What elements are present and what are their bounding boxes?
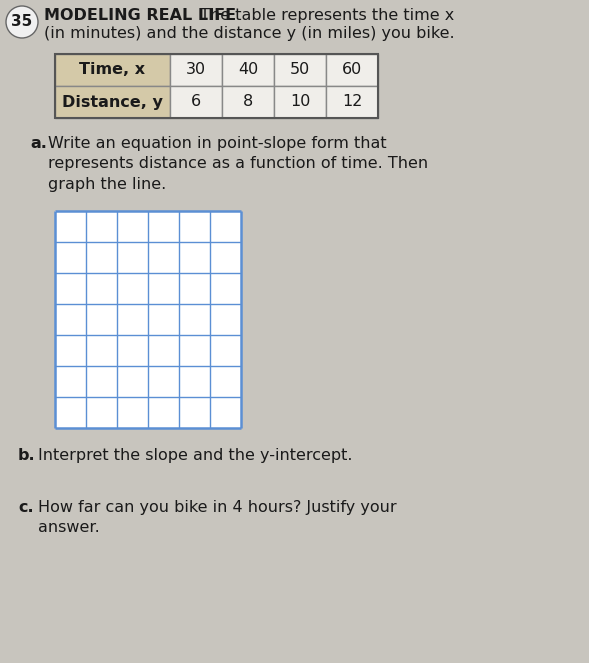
Bar: [326, 54, 378, 86]
Bar: [55, 211, 241, 428]
Circle shape: [6, 6, 38, 38]
Text: 60: 60: [342, 62, 362, 78]
Bar: [222, 54, 274, 86]
Text: 8: 8: [243, 95, 253, 109]
Bar: [274, 54, 326, 86]
Text: (in minutes) and the distance y (in miles) you bike.: (in minutes) and the distance y (in mile…: [44, 26, 455, 41]
Bar: [274, 86, 326, 118]
Text: 30: 30: [186, 62, 206, 78]
Text: 10: 10: [290, 95, 310, 109]
Text: How far can you bike in 4 hours? Justify your
answer.: How far can you bike in 4 hours? Justify…: [38, 500, 396, 536]
Text: Time, x: Time, x: [80, 62, 145, 78]
Bar: [170, 86, 222, 118]
Bar: [55, 86, 170, 118]
Text: MODELING REAL LIFE: MODELING REAL LIFE: [44, 8, 236, 23]
Text: Interpret the slope and the y-intercept.: Interpret the slope and the y-intercept.: [38, 448, 352, 463]
Bar: [55, 54, 378, 118]
Text: The table represents the time x: The table represents the time x: [195, 8, 454, 23]
Text: c.: c.: [18, 500, 34, 515]
Text: a.: a.: [30, 136, 47, 151]
Text: 35: 35: [11, 15, 32, 29]
Text: Distance, y: Distance, y: [62, 95, 163, 109]
Bar: [326, 86, 378, 118]
Text: 40: 40: [238, 62, 258, 78]
Bar: [170, 54, 222, 86]
Text: 6: 6: [191, 95, 201, 109]
Text: Write an equation in point-slope form that
represents distance as a function of : Write an equation in point-slope form th…: [48, 136, 428, 192]
Bar: [55, 54, 170, 86]
Text: b.: b.: [18, 448, 35, 463]
Text: 50: 50: [290, 62, 310, 78]
Text: 12: 12: [342, 95, 362, 109]
Bar: [222, 86, 274, 118]
